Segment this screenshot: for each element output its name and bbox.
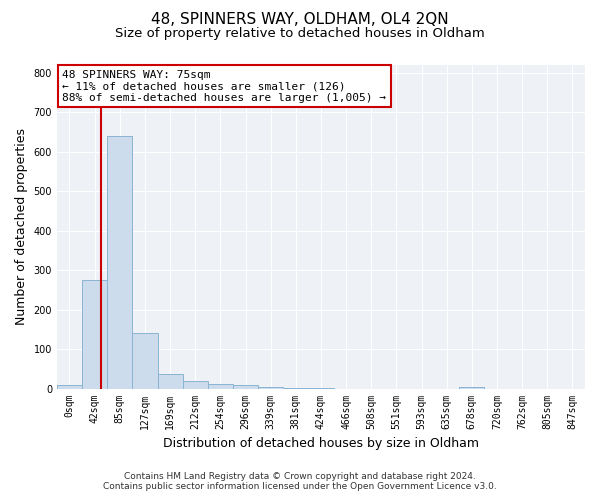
Text: 48, SPINNERS WAY, OLDHAM, OL4 2QN: 48, SPINNERS WAY, OLDHAM, OL4 2QN — [151, 12, 449, 28]
Bar — [258, 386, 283, 388]
Bar — [158, 374, 182, 388]
Bar — [133, 334, 158, 388]
Bar — [233, 386, 258, 388]
Text: 48 SPINNERS WAY: 75sqm
← 11% of detached houses are smaller (126)
88% of semi-de: 48 SPINNERS WAY: 75sqm ← 11% of detached… — [62, 70, 386, 103]
Bar — [459, 386, 484, 388]
Bar — [57, 386, 82, 388]
Bar — [82, 280, 107, 388]
X-axis label: Distribution of detached houses by size in Oldham: Distribution of detached houses by size … — [163, 437, 479, 450]
Bar — [208, 384, 233, 388]
Text: Contains public sector information licensed under the Open Government Licence v3: Contains public sector information licen… — [103, 482, 497, 491]
Y-axis label: Number of detached properties: Number of detached properties — [15, 128, 28, 326]
Text: Size of property relative to detached houses in Oldham: Size of property relative to detached ho… — [115, 28, 485, 40]
Bar — [182, 380, 208, 388]
Text: Contains HM Land Registry data © Crown copyright and database right 2024.: Contains HM Land Registry data © Crown c… — [124, 472, 476, 481]
Bar — [107, 136, 133, 388]
